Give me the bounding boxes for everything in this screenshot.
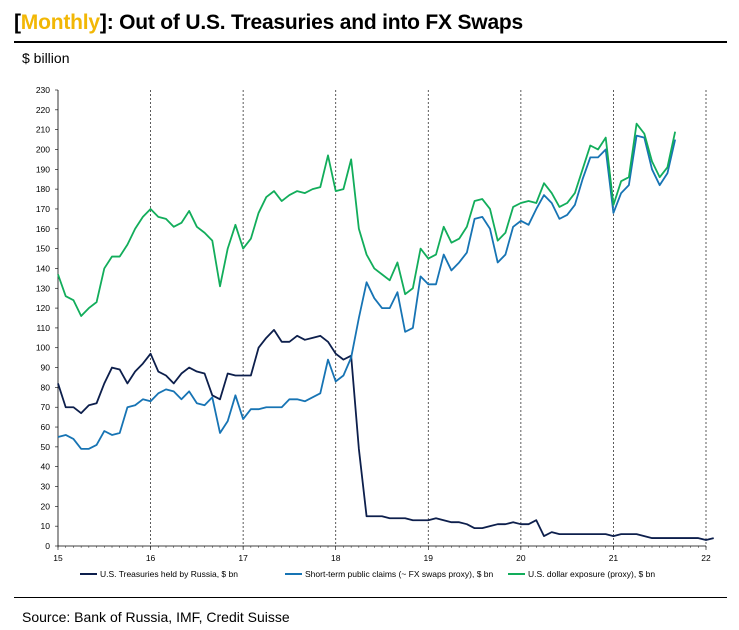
footer-rule bbox=[14, 597, 727, 598]
y-tick-label: 180 bbox=[36, 184, 50, 194]
y-tick-label: 110 bbox=[36, 323, 50, 333]
y-tick-label: 80 bbox=[41, 382, 51, 392]
y-tick-label: 230 bbox=[36, 85, 50, 95]
x-tick-label: 15 bbox=[53, 553, 63, 563]
y-tick-label: 210 bbox=[36, 125, 50, 135]
y-tick-label: 150 bbox=[36, 244, 50, 254]
year-dividers bbox=[150, 90, 707, 546]
x-tick-label: 21 bbox=[609, 553, 619, 563]
y-tick-label: 0 bbox=[45, 541, 50, 551]
title-rule bbox=[14, 41, 727, 43]
title-highlight: Monthly bbox=[20, 11, 100, 34]
chart-legend: U.S. Treasuries held by Russia, $ bn Shor… bbox=[80, 569, 655, 579]
x-tick-label: 16 bbox=[146, 553, 156, 563]
x-tick-label: 22 bbox=[701, 553, 711, 563]
y-tick-label: 60 bbox=[41, 422, 51, 432]
series-line-3 bbox=[57, 122, 677, 317]
legend-label-1: U.S. Treasuries held by Russia, $ bn bbox=[100, 569, 238, 579]
x-tick-label: 20 bbox=[516, 553, 526, 563]
title-bracket-close: ] bbox=[99, 11, 107, 34]
series-line-1 bbox=[57, 328, 714, 541]
y-tick-label: 100 bbox=[36, 343, 50, 353]
y-tick-label: 70 bbox=[41, 402, 51, 412]
title-text: : Out of U.S. Treasuries and into FX Swa… bbox=[106, 11, 524, 34]
line-chart: 0 10 20 30 40 50 60 70 80 90 100 110 120 130 140 150 160… bbox=[36, 85, 714, 579]
y-tick-label: 50 bbox=[41, 442, 51, 452]
y-tick-label: 200 bbox=[36, 144, 50, 154]
legend-label-2: Short-term public claims (~ FX swaps pro… bbox=[305, 569, 494, 579]
x-tick-label: 18 bbox=[331, 553, 341, 563]
y-tick-label: 130 bbox=[36, 283, 50, 293]
y-tick-label: 170 bbox=[36, 204, 50, 214]
legend-label-3: U.S. dollar exposure (proxy), $ bn bbox=[528, 569, 655, 579]
unit-label: $ billion bbox=[22, 50, 70, 66]
y-tick-label: 120 bbox=[36, 303, 50, 313]
y-tick-label: 10 bbox=[41, 521, 51, 531]
y-tick-label: 160 bbox=[36, 224, 50, 234]
chart-axes: 0 10 20 30 40 50 60 70 80 90 100 110 120 130 140 150 160… bbox=[36, 85, 711, 563]
y-tick-label: 40 bbox=[41, 462, 51, 472]
x-tick-label: 19 bbox=[424, 553, 434, 563]
y-tick-label: 30 bbox=[41, 482, 51, 492]
y-tick-label: 140 bbox=[36, 263, 50, 273]
y-tick-label: 20 bbox=[41, 501, 51, 511]
series-lines bbox=[57, 122, 714, 541]
chart-title: [Monthly]: Out of U.S. Treasuries and in… bbox=[14, 11, 523, 35]
y-tick-label: 90 bbox=[41, 363, 51, 373]
source-note: Source: Bank of Russia, IMF, Credit Suis… bbox=[22, 609, 290, 625]
title-bracket-open: [ bbox=[14, 11, 21, 34]
y-tick-label: 220 bbox=[36, 105, 50, 115]
series-line-2 bbox=[57, 134, 677, 450]
y-tick-label: 190 bbox=[36, 164, 50, 174]
x-tick-label: 17 bbox=[238, 553, 248, 563]
